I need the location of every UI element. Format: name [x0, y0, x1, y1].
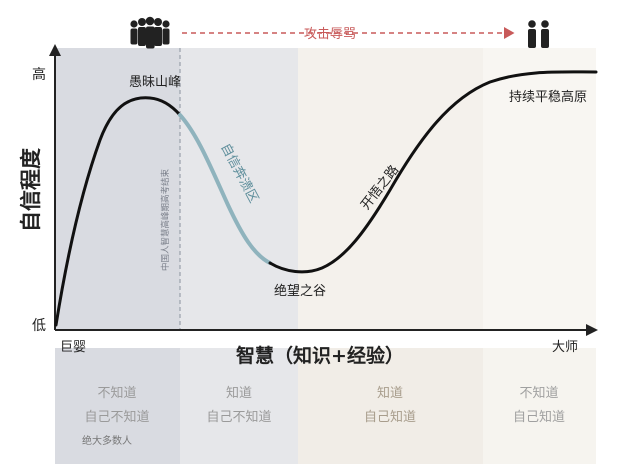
zone-band-3 — [298, 348, 483, 464]
zone-bg-2 — [180, 48, 298, 330]
zone-4-line1: 不知道 — [519, 385, 558, 401]
zone-1-note: 绝大多数人 — [82, 434, 132, 447]
x-axis-arrow — [586, 324, 598, 336]
zone-bg-1 — [55, 48, 180, 330]
zone-band-4 — [483, 348, 596, 464]
banner-text: 攻击辱骂 — [304, 27, 356, 42]
x-axis-title: 智慧（知识+经验） — [236, 344, 404, 367]
crowd-icon — [130, 16, 170, 49]
y-axis-arrow — [49, 44, 61, 56]
divider-note: 中国人智慧高峰期高考结束 — [160, 169, 171, 272]
zone-2-line2: 自己不知道 — [206, 409, 271, 425]
zone-band-1 — [55, 348, 180, 464]
zone-bg-4 — [483, 48, 596, 330]
zone-3-line1: 知道 — [377, 385, 403, 401]
valley-label: 绝望之谷 — [274, 283, 326, 299]
peak-label: 愚昧山峰 — [129, 75, 181, 90]
zone-2-line1: 知道 — [226, 385, 252, 401]
y-low-label: 低 — [32, 318, 46, 334]
y-high-label: 高 — [32, 66, 46, 83]
zone-4-line2: 自己知道 — [513, 409, 565, 425]
zone-band-2 — [180, 348, 298, 464]
curve-rise-to-peak — [54, 96, 182, 327]
zone-1-line1: 不知道 — [97, 385, 136, 401]
y-axis-title: 自信程度 — [19, 148, 43, 232]
zone-3-line2: 自己知道 — [364, 409, 416, 425]
two-people-icon — [528, 20, 549, 48]
curve-slope-segment — [178, 113, 272, 265]
plateau-label: 持续平稳高原 — [509, 89, 587, 105]
x-start-label: 巨婴 — [60, 340, 86, 355]
curve-valley-and-rise — [268, 70, 598, 274]
x-end-label: 大师 — [552, 340, 578, 355]
zone-1-line2: 自己不知道 — [84, 409, 149, 425]
